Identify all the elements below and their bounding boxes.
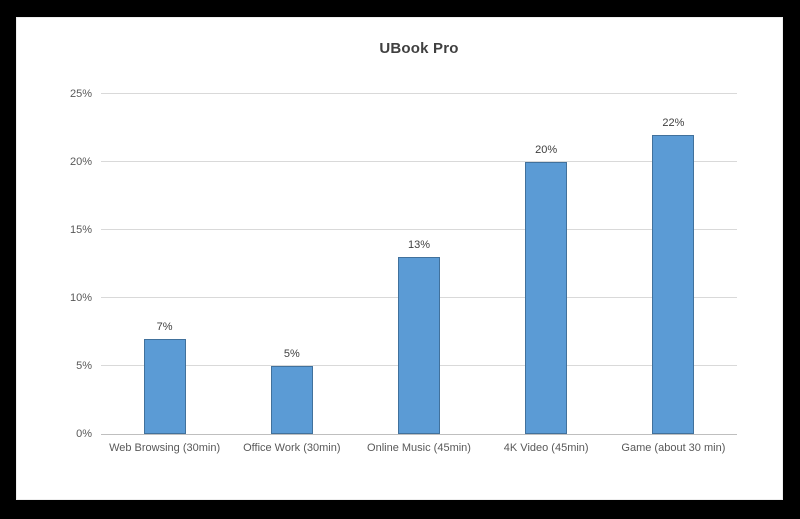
plot-area: 0% 5% 10% 15% 20% 25% 7% Web Browsing (30min) 5%…	[70, 88, 737, 454]
x-axis-category-label: Online Music (45min)	[367, 442, 471, 454]
x-axis-category-label: Web Browsing (30min)	[109, 442, 221, 454]
x-axis-category-label: Office Work (30min)	[243, 442, 341, 454]
x-axis-category-label: 4K Video (45min)	[503, 442, 589, 454]
bar-value-label: 22%	[662, 116, 685, 129]
y-gridline	[101, 229, 737, 230]
chart-panel: UBook Pro 0% 5% 10% 15% 20% 25% 7% Web Browsing…	[16, 17, 783, 500]
bar-value-label: 7%	[156, 320, 173, 333]
chart-title: UBook Pro	[379, 40, 459, 57]
y-gridline	[101, 93, 737, 94]
bar-value-label: 13%	[407, 239, 431, 252]
y-axis-tick-label: 15%	[69, 224, 92, 236]
bar-value-label: 20%	[535, 144, 558, 156]
y-gridline	[101, 161, 737, 162]
bar-1	[143, 338, 186, 434]
bar-value-label: 5%	[283, 348, 300, 360]
x-axis-category-label: Game (about 30 min)	[621, 442, 726, 454]
bar-3	[398, 257, 440, 434]
y-axis-tick-label: 25%	[69, 88, 92, 100]
y-axis-tick-label: 10%	[69, 292, 92, 304]
x-axis-line	[101, 434, 737, 435]
bar-2	[270, 366, 313, 434]
y-axis-tick-label: 0%	[76, 428, 92, 440]
bar-4	[525, 162, 568, 434]
y-axis-tick-label: 5%	[76, 360, 92, 372]
bar-5	[652, 134, 695, 434]
y-axis-tick-label: 20%	[69, 156, 92, 168]
